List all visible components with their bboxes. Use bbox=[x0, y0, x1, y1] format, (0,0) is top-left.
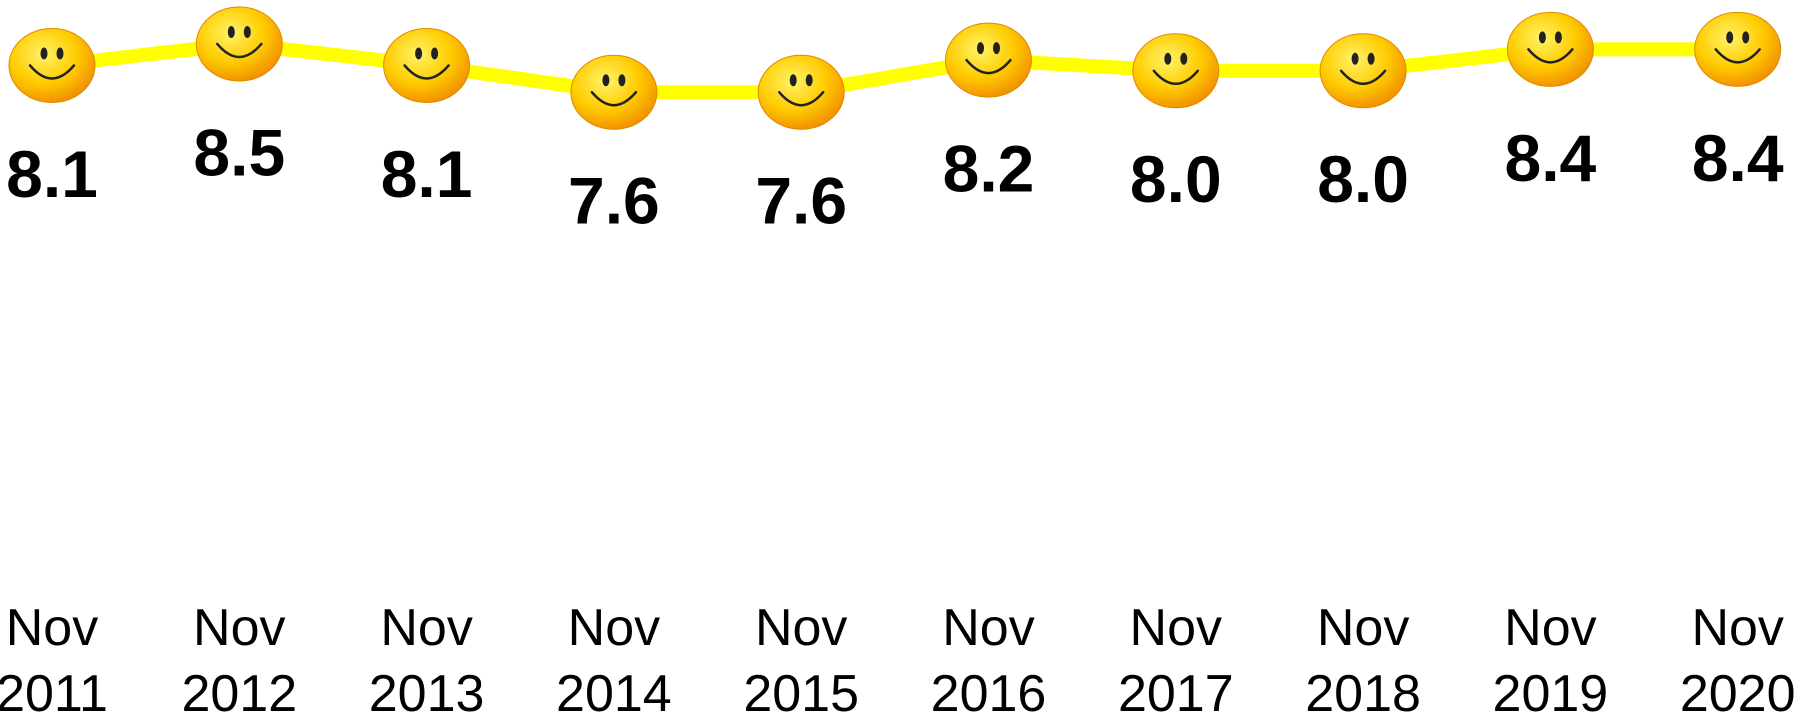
smile bbox=[965, 58, 1012, 75]
x-tick-label: Nov 2011 bbox=[0, 599, 108, 717]
smiley-marker bbox=[1132, 33, 1220, 109]
smiley-marker bbox=[195, 6, 283, 82]
eye bbox=[1164, 52, 1172, 65]
eye bbox=[618, 74, 626, 87]
value-label: 8.4 bbox=[1692, 121, 1784, 195]
smile bbox=[777, 90, 825, 107]
smiley-marker bbox=[1694, 11, 1782, 87]
face bbox=[945, 22, 1032, 98]
eye bbox=[227, 26, 235, 38]
face bbox=[570, 54, 658, 130]
smiley-marker bbox=[1506, 11, 1594, 87]
smiley-marker bbox=[757, 54, 845, 130]
line bbox=[51, 37, 1738, 100]
face bbox=[1506, 11, 1594, 87]
smile bbox=[1714, 48, 1761, 64]
smiley-marker bbox=[8, 27, 96, 103]
eye bbox=[40, 47, 48, 60]
x-tick-label: Nov 2015 bbox=[743, 599, 860, 717]
x-tick-label: Nov 2014 bbox=[556, 599, 672, 717]
smiley-marker bbox=[1319, 33, 1407, 109]
smile bbox=[28, 64, 76, 80]
eye bbox=[431, 47, 439, 60]
value-label: 8.0 bbox=[1317, 142, 1409, 216]
eye bbox=[243, 26, 251, 38]
eye bbox=[1351, 52, 1359, 65]
eye bbox=[977, 42, 984, 55]
value-label: 7.6 bbox=[568, 164, 660, 238]
x-tick-label: Nov 2013 bbox=[368, 599, 485, 717]
smile bbox=[1152, 69, 1200, 86]
value-label: 8.1 bbox=[6, 137, 98, 211]
x-tick-label: Nov 2012 bbox=[181, 599, 298, 717]
value-label: 8.2 bbox=[943, 132, 1035, 206]
face bbox=[1319, 33, 1407, 109]
eye bbox=[1554, 31, 1562, 44]
value-label: 8.0 bbox=[1130, 142, 1222, 216]
eye bbox=[789, 74, 797, 87]
face bbox=[383, 27, 471, 103]
smile bbox=[1527, 48, 1574, 64]
face bbox=[1694, 11, 1782, 87]
x-tick-label: Nov 2019 bbox=[1492, 599, 1609, 717]
smiley-marker bbox=[383, 27, 471, 103]
x-tick-label: Nov 2020 bbox=[1679, 599, 1796, 717]
eye bbox=[415, 47, 423, 60]
eye bbox=[1742, 31, 1750, 44]
eye bbox=[805, 74, 813, 87]
smiley-marker bbox=[570, 54, 658, 130]
value-label: 7.6 bbox=[755, 164, 847, 238]
eye bbox=[1538, 31, 1546, 44]
face bbox=[195, 6, 283, 82]
x-tick-label: Nov 2017 bbox=[1117, 599, 1234, 717]
eye bbox=[1726, 31, 1734, 44]
smiley-marker bbox=[945, 22, 1032, 98]
eye bbox=[56, 47, 64, 60]
face bbox=[1132, 33, 1220, 109]
smile bbox=[1339, 69, 1387, 86]
smile bbox=[590, 90, 638, 107]
face bbox=[757, 54, 845, 130]
x-tick-label: Nov 2018 bbox=[1305, 599, 1421, 717]
x-tick-label: Nov 2016 bbox=[930, 599, 1047, 717]
eye bbox=[1180, 52, 1188, 65]
eye bbox=[602, 74, 610, 87]
smile bbox=[216, 42, 263, 59]
eye bbox=[993, 42, 1000, 55]
value-label: 8.1 bbox=[381, 137, 473, 211]
value-label: 8.5 bbox=[193, 115, 285, 189]
eye bbox=[1367, 52, 1375, 65]
value-label: 8.4 bbox=[1505, 121, 1597, 195]
smile bbox=[403, 64, 450, 80]
face bbox=[8, 27, 96, 103]
